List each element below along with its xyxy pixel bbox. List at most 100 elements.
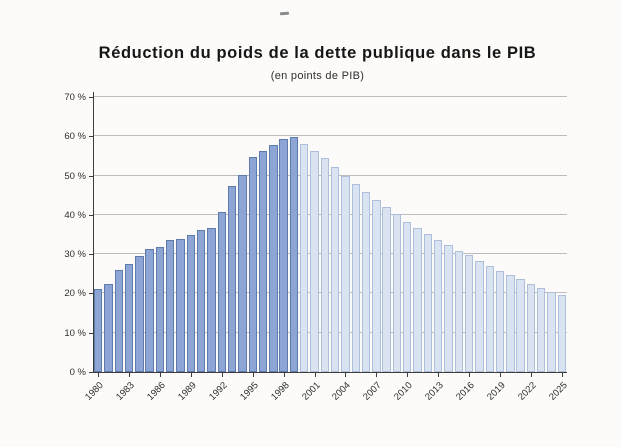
gridline-10 — [93, 331, 567, 333]
x-label-2001: 2001 — [299, 380, 323, 403]
bar-1992 — [217, 211, 226, 372]
y-tick-40% — [89, 214, 93, 216]
bar-2014 — [444, 245, 453, 372]
bar-1999 — [289, 136, 299, 372]
x-tick-2016 — [469, 373, 471, 377]
x-label-1998: 1998 — [268, 380, 292, 403]
bar-2017 — [475, 260, 484, 372]
x-tick-1980 — [98, 373, 100, 377]
y-axis-line — [93, 92, 94, 372]
bar-2010 — [403, 221, 412, 372]
bar-2023 — [537, 288, 546, 372]
bar-2006 — [361, 192, 371, 372]
bar-2025 — [557, 294, 567, 372]
gridline-30 — [93, 253, 567, 255]
bar-1990 — [196, 229, 206, 372]
gridline-20 — [93, 292, 567, 294]
y-label-30%: 30 % — [64, 249, 86, 261]
bar-1980 — [93, 288, 103, 372]
x-tick-1992 — [221, 373, 223, 377]
y-label-40%: 40 % — [64, 209, 86, 221]
y-label-0%: 0 % — [69, 367, 86, 378]
x-label-2022: 2022 — [515, 380, 539, 403]
x-label-2019: 2019 — [485, 380, 508, 403]
chart-subtitle: (en points de PIB) — [270, 70, 365, 82]
bar-1983 — [124, 263, 134, 372]
x-tick-1986 — [159, 373, 161, 377]
bar-2003 — [330, 167, 340, 372]
y-tick-0% — [89, 372, 93, 373]
x-label-1989: 1989 — [175, 380, 199, 403]
bar-1997 — [269, 144, 278, 372]
bar-1993 — [227, 186, 237, 372]
y-tick-70% — [89, 97, 93, 98]
bar-2008 — [382, 207, 391, 372]
x-tick-2022 — [530, 373, 532, 377]
bar-2019 — [495, 270, 505, 372]
x-label-2007: 2007 — [361, 380, 385, 403]
gridline-40 — [93, 213, 567, 215]
bar-2002 — [320, 158, 330, 372]
bar-1988 — [176, 238, 185, 372]
bar-1987 — [166, 239, 175, 372]
gridline-70 — [93, 96, 567, 97]
bar-2015 — [454, 250, 463, 372]
x-label-1992: 1992 — [206, 380, 230, 403]
x-tick-1989 — [190, 373, 192, 377]
y-label-60%: 60 % — [64, 131, 86, 143]
bar-2005 — [351, 184, 360, 372]
bar-1981 — [104, 284, 113, 372]
bar-1989 — [186, 235, 196, 372]
chart-title: Réduction du poids de la dette publique … — [98, 44, 537, 62]
x-tick-2010 — [407, 373, 409, 377]
bar-2016 — [464, 255, 474, 372]
bar-1984 — [135, 256, 144, 372]
y-tick-20% — [89, 293, 93, 295]
bar-2021 — [516, 279, 525, 372]
y-tick-10% — [89, 332, 93, 334]
bar-2009 — [392, 214, 402, 372]
x-label-1986: 1986 — [145, 380, 168, 403]
bar-1991 — [207, 228, 216, 372]
bar-2000 — [300, 144, 309, 372]
bar-2020 — [506, 274, 515, 372]
x-label-2013: 2013 — [423, 380, 446, 403]
x-tick-2019 — [500, 373, 502, 377]
x-tick-2013 — [438, 373, 440, 377]
x-label-2025: 2025 — [546, 380, 570, 403]
y-label-50%: 50 % — [64, 170, 86, 182]
x-tick-1983 — [129, 373, 131, 377]
x-tick-2001 — [314, 373, 316, 377]
y-label-70%: 70 % — [64, 92, 86, 103]
gridline-50 — [93, 174, 567, 176]
x-label-1983: 1983 — [114, 380, 137, 403]
y-label-20%: 20 % — [64, 288, 86, 300]
plot-area — [93, 92, 567, 373]
bar-1996 — [258, 151, 268, 372]
y-tick-50% — [89, 175, 93, 177]
bar-1986 — [155, 247, 165, 372]
bar-2007 — [372, 200, 381, 372]
bar-2001 — [310, 151, 319, 372]
bar-1998 — [279, 139, 288, 372]
x-tick-1995 — [252, 373, 254, 377]
y-tick-60% — [89, 136, 93, 138]
bar-2024 — [547, 291, 556, 372]
bar-1994 — [238, 174, 247, 372]
x-tick-2007 — [376, 373, 378, 377]
bar-2011 — [413, 227, 422, 372]
bar-2004 — [341, 175, 350, 372]
bar-2022 — [526, 283, 536, 372]
y-label-10%: 10 % — [64, 327, 86, 339]
bar-1985 — [145, 248, 154, 372]
x-tick-1998 — [283, 373, 285, 377]
y-tick-30% — [89, 254, 93, 256]
bar-1982 — [114, 269, 123, 372]
bar-1995 — [248, 156, 257, 372]
bar-2012 — [423, 233, 433, 372]
x-label-1980: 1980 — [83, 380, 106, 403]
bar-2013 — [433, 240, 443, 372]
bar-2018 — [485, 265, 494, 372]
x-label-2004: 2004 — [330, 380, 354, 403]
